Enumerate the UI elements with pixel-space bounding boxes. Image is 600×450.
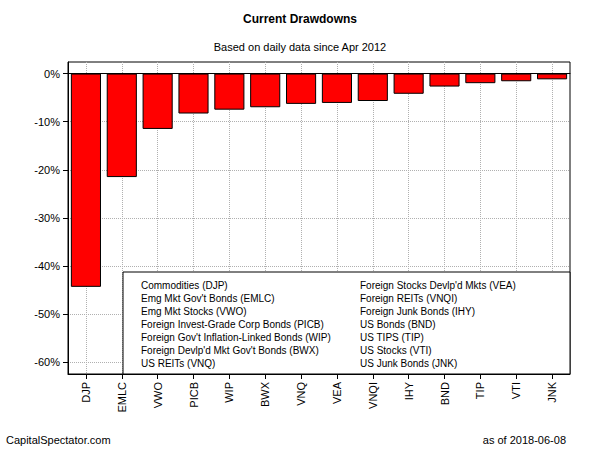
svg-text:BWX: BWX xyxy=(259,381,271,407)
svg-text:-30%: -30% xyxy=(34,212,60,224)
svg-text:EMLC: EMLC xyxy=(116,382,128,413)
svg-text:VEA: VEA xyxy=(331,381,343,404)
svg-text:Foreign Junk Bonds (IHY): Foreign Junk Bonds (IHY) xyxy=(360,306,475,317)
svg-text:DJP: DJP xyxy=(80,382,92,403)
svg-text:VTI: VTI xyxy=(510,382,522,399)
svg-text:-40%: -40% xyxy=(34,260,60,272)
svg-text:-20%: -20% xyxy=(34,164,60,176)
svg-text:Current Drawdowns: Current Drawdowns xyxy=(243,12,357,26)
svg-text:VNQI: VNQI xyxy=(367,382,379,409)
svg-text:BND: BND xyxy=(439,382,451,405)
svg-text:-10%: -10% xyxy=(34,116,60,128)
svg-text:Based on daily data since Apr: Based on daily data since Apr 2012 xyxy=(214,41,386,53)
svg-text:as of 2018-06-08: as of 2018-06-08 xyxy=(483,434,566,446)
svg-text:JNK: JNK xyxy=(546,381,558,402)
svg-text:US Junk Bonds (JNK): US Junk Bonds (JNK) xyxy=(360,358,457,369)
svg-text:-60%: -60% xyxy=(34,356,60,368)
svg-text:Emg Mkt Gov't Bonds (EMLC): Emg Mkt Gov't Bonds (EMLC) xyxy=(141,293,275,304)
svg-text:US REITs (VNQ): US REITs (VNQ) xyxy=(141,358,215,369)
svg-text:VNQ: VNQ xyxy=(295,382,307,406)
svg-text:Foreign REITs (VNQI): Foreign REITs (VNQI) xyxy=(360,293,457,304)
svg-text:Foreign Stocks Devlp'd Mkts (V: Foreign Stocks Devlp'd Mkts (VEA) xyxy=(360,280,516,291)
svg-text:US TIPS (TIP): US TIPS (TIP) xyxy=(360,332,424,343)
svg-text:Commodities (DJP): Commodities (DJP) xyxy=(141,280,228,291)
svg-text:0%: 0% xyxy=(44,68,60,80)
svg-text:-50%: -50% xyxy=(34,308,60,320)
svg-text:CapitalSpectator.com: CapitalSpectator.com xyxy=(6,434,111,446)
svg-text:TIP: TIP xyxy=(474,382,486,399)
svg-text:US Bonds (BND): US Bonds (BND) xyxy=(360,319,436,330)
svg-text:Emg Mkt Stocks (VWO): Emg Mkt Stocks (VWO) xyxy=(141,306,247,317)
svg-text:VWO: VWO xyxy=(152,382,164,409)
svg-text:PICB: PICB xyxy=(188,382,200,408)
svg-text:WIP: WIP xyxy=(223,382,235,403)
svg-text:IHY: IHY xyxy=(403,381,415,400)
svg-text:Foreign Devlp'd Mkt Gov't Bond: Foreign Devlp'd Mkt Gov't Bonds (BWX) xyxy=(141,345,319,356)
svg-text:Foreign Invest-Grade Corp Bond: Foreign Invest-Grade Corp Bonds (PICB) xyxy=(141,319,324,330)
svg-text:Foreign Gov't Inflation-Linked: Foreign Gov't Inflation-Linked Bonds (WI… xyxy=(141,332,331,343)
svg-text:US Stocks (VTI): US Stocks (VTI) xyxy=(360,345,432,356)
